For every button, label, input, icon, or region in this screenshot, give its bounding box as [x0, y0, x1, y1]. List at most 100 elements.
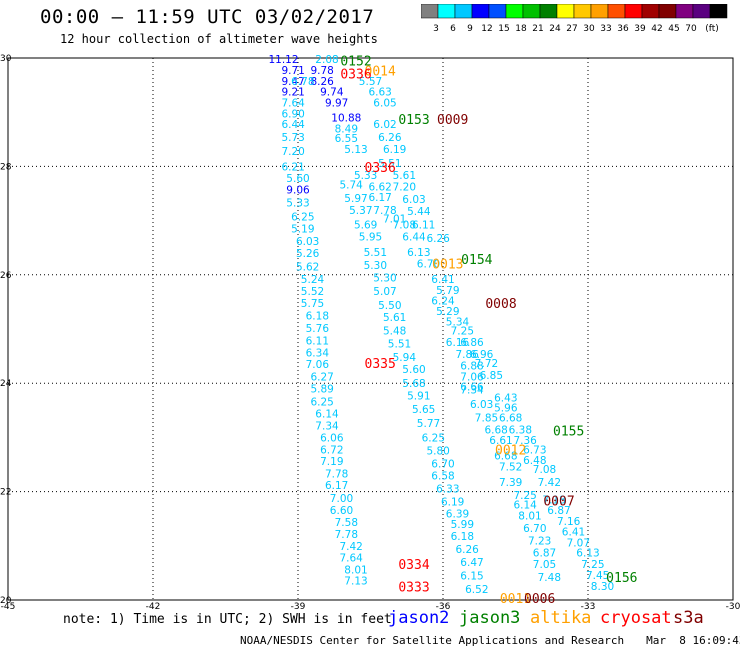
legend-swatch: [709, 4, 728, 19]
wave-height-value: 6.03: [470, 399, 493, 411]
wave-height-value: 6.15: [460, 571, 483, 583]
wave-height-value: 7.13: [344, 575, 367, 587]
wave-height-value: 6.62: [368, 181, 391, 193]
legend-label: 9: [467, 24, 473, 34]
wave-height-value: 5.30: [364, 260, 387, 272]
wave-height-value: 5.75: [301, 298, 324, 310]
wave-height-value: 5.94: [393, 352, 417, 364]
legend-label: 12: [481, 24, 492, 34]
wave-height-value: 6.03: [402, 194, 425, 206]
wave-height-value: 5.77: [417, 418, 440, 430]
wave-height-value: 9.71: [281, 65, 304, 77]
wave-height-value: 6.85: [480, 370, 503, 382]
wave-height-value: 6.63: [368, 87, 391, 99]
wave-height-value: 9.21: [281, 87, 304, 99]
wave-height-value: 5.96: [494, 403, 518, 415]
credit-line: NOAA/NESDIS Center for Satellite Applica…: [240, 634, 740, 647]
lat-tick-label: 26: [0, 271, 12, 281]
legend-label: 27: [566, 24, 577, 34]
wave-height-value: 6.70: [431, 458, 454, 470]
wave-height-value: 5.62: [296, 262, 319, 274]
wave-height-value: 6.17: [325, 480, 348, 492]
wave-height-value: 6.52: [465, 584, 488, 596]
lon-tick-label: -36: [436, 602, 451, 610]
wave-height-value: 5.76: [306, 323, 330, 335]
wave-height-value: 7.72: [475, 358, 498, 370]
wave-height-value: 6.47: [460, 557, 483, 569]
legend-label: 6: [450, 24, 456, 34]
wave-height-value: 7.64: [339, 553, 363, 565]
track-time-label: 0333: [398, 580, 429, 595]
credit-text: NOAA/NESDIS Center for Satellite Applica…: [240, 634, 625, 647]
wave-height-value: 9.47: [281, 76, 304, 88]
wave-height-value: 2.08: [315, 54, 338, 66]
track-time-label: 0154: [461, 253, 492, 268]
wave-height-value: 7.58: [335, 517, 358, 529]
satellite-label-s3a: s3a: [673, 608, 704, 628]
wave-height-value: 8.01: [344, 565, 367, 577]
wave-height-value: 7.78: [373, 205, 396, 217]
wave-height-value: 6.14: [513, 500, 537, 512]
lon-tick-label: -39: [291, 602, 306, 610]
wave-height-value: 5.79: [436, 285, 459, 297]
track-time-label: 0012: [495, 443, 526, 458]
wave-height-value: 7.48: [538, 572, 561, 584]
track-time-label: 0009: [437, 113, 468, 128]
wave-height-value: 6.44: [281, 119, 305, 131]
wave-height-value: 8.49: [335, 123, 358, 135]
wave-height-value: 6.13: [407, 247, 430, 259]
wave-height-value: 7.64: [281, 97, 305, 109]
wave-height-value: 5.29: [436, 306, 459, 318]
wave-height-value: 6.24: [431, 295, 455, 307]
color-legend: 3 6 9 12 15 18 21 24 27 30 33 36 39 42 45 70 (ft): [421, 4, 728, 34]
legend-label: (ft): [705, 24, 719, 34]
wave-height-value: 6.72: [320, 444, 343, 456]
wave-height-value: 6.70: [523, 523, 546, 535]
wave-height-value: 6.96: [470, 349, 494, 361]
page-title: 00:00 – 11:59 UTC 03/02/2017: [40, 6, 375, 28]
wave-height-value: 6.26: [378, 132, 402, 144]
wave-height-value: 5.26: [296, 248, 320, 260]
wave-height-value: 7.36: [513, 435, 537, 447]
legend-label: 21: [532, 24, 543, 34]
wave-height-value: 6.44: [402, 231, 426, 243]
legend-label: 36: [617, 24, 629, 34]
lon-tick-label: -45: [1, 602, 16, 610]
track-time-label: 0155: [553, 424, 584, 439]
wave-height-value: 6.39: [446, 508, 469, 520]
wave-height-value: 5.61: [393, 170, 416, 182]
lon-tick-label: -42: [146, 602, 161, 610]
wave-height-value: 5.44: [407, 206, 431, 218]
wave-height-value: 9.74: [320, 87, 344, 99]
wave-height-value: 7.34: [460, 385, 484, 397]
wave-height-value: 5.24: [301, 274, 325, 286]
wave-height-value: 6.41: [562, 527, 585, 539]
map-frame: [7, 57, 734, 601]
wave-height-value: 6.21: [281, 161, 304, 173]
wave-height-value: 6.60: [330, 505, 353, 517]
lat-tick-label: 28: [0, 162, 12, 172]
wave-height-value: 6.73: [523, 444, 546, 456]
wave-height-value: 8.01: [518, 510, 541, 522]
legend-label: 42: [651, 24, 662, 34]
wave-height-value: 5.60: [286, 173, 309, 185]
wave-height-value: 6.16: [446, 337, 470, 349]
wave-height-value: 6.70: [417, 258, 440, 270]
wave-height-value: 5.95: [359, 231, 382, 243]
wave-height-value: 6.55: [335, 133, 358, 145]
wave-height-value: 7.78: [325, 469, 348, 481]
wave-height-value: 6.18: [306, 310, 329, 322]
track-time-label: 0007: [543, 494, 574, 509]
legend-label: 15: [498, 24, 509, 34]
wave-height-value: 5.74: [339, 179, 363, 191]
track-time-label: 0014: [365, 64, 396, 79]
wave-height-value: 6.58: [431, 470, 454, 482]
wave-height-value: 6.86: [460, 337, 484, 349]
wave-height-value: 7.23: [528, 535, 551, 547]
wave-height-value: 7.08: [533, 464, 556, 476]
wave-height-value: 7.06: [460, 372, 484, 384]
wave-height-value: 5.30: [373, 273, 396, 285]
wave-height-value: 6.38: [509, 424, 532, 436]
wave-height-value: 6.14: [315, 409, 339, 421]
wave-height-value: 6.27: [310, 372, 333, 384]
